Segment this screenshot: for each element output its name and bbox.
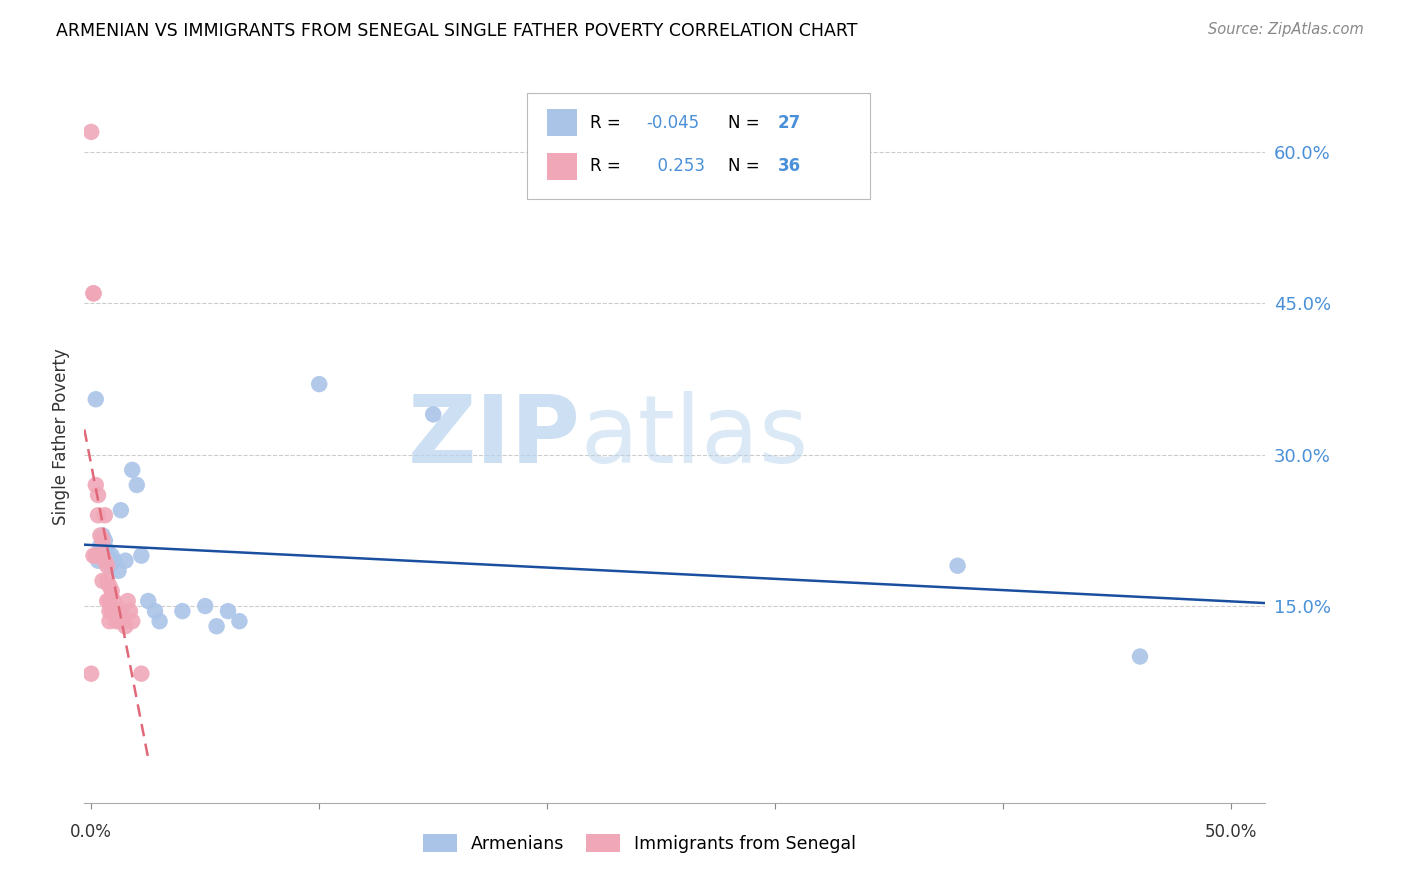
Point	[89, 539, 111, 553]
Point	[103, 554, 125, 568]
Point	[422, 408, 444, 422]
Point	[96, 543, 118, 558]
Point	[110, 614, 132, 628]
Point	[91, 574, 114, 588]
Text: 0.253: 0.253	[647, 158, 704, 176]
Point	[84, 549, 107, 563]
Legend: Armenians, Immigrants from Senegal: Armenians, Immigrants from Senegal	[416, 827, 863, 860]
Text: 27: 27	[778, 113, 801, 131]
Point	[98, 558, 121, 573]
Point	[84, 478, 107, 492]
Point	[100, 604, 122, 618]
Point	[946, 558, 969, 573]
Point	[121, 463, 143, 477]
Point	[96, 574, 118, 588]
Point	[98, 604, 121, 618]
Point	[217, 604, 239, 618]
Point	[100, 583, 122, 598]
Point	[131, 666, 153, 681]
Text: 0.0%: 0.0%	[70, 823, 112, 841]
Point	[87, 554, 110, 568]
Text: -0.045: -0.045	[647, 113, 700, 131]
Text: N =: N =	[728, 158, 765, 176]
FancyBboxPatch shape	[527, 94, 870, 200]
Point	[91, 528, 114, 542]
Point	[82, 286, 104, 301]
Point	[89, 528, 111, 542]
Y-axis label: Single Father Poverty: Single Father Poverty	[52, 349, 70, 525]
Point	[118, 604, 141, 618]
Point	[96, 594, 118, 608]
Point	[114, 619, 136, 633]
Point	[94, 554, 117, 568]
Point	[110, 503, 132, 517]
Point	[110, 604, 132, 618]
Point	[94, 508, 117, 523]
Text: R =: R =	[591, 158, 626, 176]
Point	[103, 604, 125, 618]
Point	[112, 614, 135, 628]
Bar	[547, 109, 576, 136]
Text: R =: R =	[591, 113, 626, 131]
Point	[84, 392, 107, 407]
Point	[96, 558, 118, 573]
Point	[107, 604, 129, 618]
Point	[82, 286, 104, 301]
Point	[1129, 649, 1152, 664]
Text: N =: N =	[728, 113, 765, 131]
Point	[194, 599, 217, 613]
Point	[172, 604, 194, 618]
Point	[80, 125, 103, 139]
Point	[105, 614, 128, 628]
Point	[117, 594, 139, 608]
Text: 36: 36	[778, 158, 801, 176]
Point	[114, 554, 136, 568]
Point	[87, 508, 110, 523]
Point	[131, 549, 153, 563]
Text: ARMENIAN VS IMMIGRANTS FROM SENEGAL SINGLE FATHER POVERTY CORRELATION CHART: ARMENIAN VS IMMIGRANTS FROM SENEGAL SING…	[56, 22, 858, 40]
Point	[87, 488, 110, 502]
Point	[205, 619, 228, 633]
Point	[107, 564, 129, 578]
Point	[98, 614, 121, 628]
Point	[80, 666, 103, 681]
Text: atlas: atlas	[581, 391, 808, 483]
Point	[121, 614, 143, 628]
Text: ZIP: ZIP	[408, 391, 581, 483]
Point	[100, 549, 122, 563]
Text: 50.0%: 50.0%	[1205, 823, 1257, 841]
Point	[98, 579, 121, 593]
Point	[94, 533, 117, 548]
Point	[103, 594, 125, 608]
Point	[136, 594, 159, 608]
Bar	[547, 153, 576, 180]
Point	[228, 614, 250, 628]
Point	[143, 604, 166, 618]
Point	[308, 377, 330, 392]
Point	[125, 478, 148, 492]
Point	[149, 614, 172, 628]
Point	[82, 549, 104, 563]
Point	[91, 549, 114, 563]
Point	[98, 594, 121, 608]
Text: Source: ZipAtlas.com: Source: ZipAtlas.com	[1208, 22, 1364, 37]
Point	[91, 533, 114, 548]
